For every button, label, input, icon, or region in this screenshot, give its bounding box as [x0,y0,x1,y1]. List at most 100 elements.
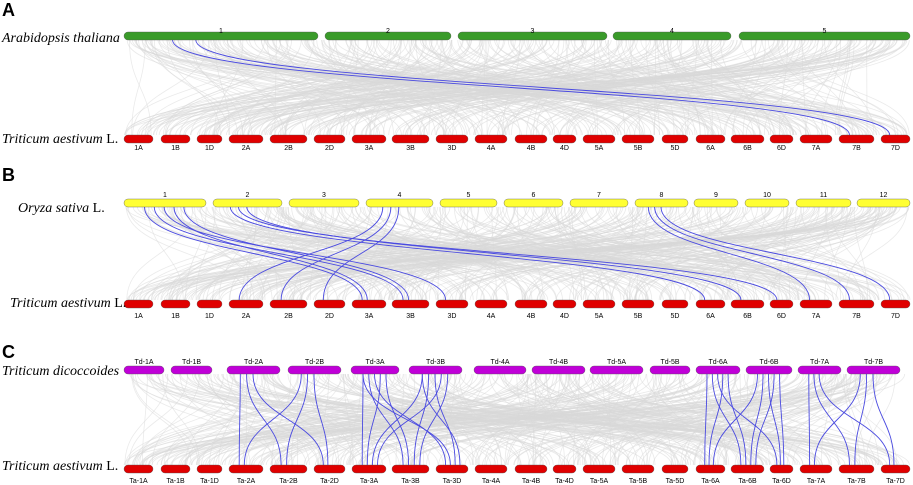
bottom-chromosome-label: 4B [527,313,536,320]
background-link [151,206,314,301]
background-link [438,373,636,466]
background-link [131,373,192,466]
background-link [169,39,463,136]
background-link [179,373,251,466]
bottom-chromosome-label: 5A [595,313,604,320]
background-link [208,373,598,466]
background-link [214,39,244,136]
bottom-chromosome-label: 2D [325,145,334,152]
bottom-chromosome-5D [661,134,689,144]
background-link [717,373,760,466]
background-link [652,373,672,466]
background-link [501,39,888,136]
syntenic-link [808,373,811,466]
background-link [139,373,224,466]
background-link [587,39,796,136]
background-link [189,373,637,466]
background-link [168,39,445,136]
syntenic-link [361,373,364,466]
background-link [132,373,199,466]
background-link [662,39,754,136]
top-chromosome-label: 8 [660,192,664,199]
panel-b: 1 2 3 4 5 6 7 8 9 10 11 12 1A 1B 1D 2A 2B 2D 3A 3B 3D 4A 4B 4D… [2,165,911,320]
syntenic-link [704,373,708,466]
background-link [681,373,864,466]
syntenic-link [368,373,404,466]
background-link [405,206,773,301]
top-chromosome-label: 2 [386,28,390,35]
background-link [267,206,366,301]
bottom-chromosome-2A [228,134,264,144]
background-link [223,206,464,301]
background-link [716,206,864,301]
background-link [273,39,476,136]
background-link [128,206,303,301]
background-link [824,39,875,136]
bottom-chromosome-label: 5D [671,145,680,152]
background-link [711,39,713,136]
syntenic-link [144,206,363,301]
background-link [148,206,184,301]
background-link [607,206,770,301]
syntenic-link [421,373,461,466]
background-link [528,206,843,301]
background-link [693,373,757,466]
top-chromosome-label: Td-3B [426,359,445,366]
background-link [293,206,335,301]
background-link [258,39,470,136]
bottom-chromosome-label: Ta-2D [320,478,339,485]
bottom-chromosome-6D [769,134,794,144]
highlight-links [172,39,891,136]
background-link [720,39,761,136]
bottom-chromosome-label: 5A [595,145,604,152]
bottom-chromosome-label: 2A [242,313,251,320]
bottom-chromosome-label: 3D [448,313,457,320]
background-link [646,373,747,466]
background-link [306,39,755,136]
bottom-chromosome-label: 1D [205,313,214,320]
syntenic-link [246,206,742,301]
background-link [596,373,782,466]
background-link [796,206,880,301]
bottom-chromosome-Ta-5D [661,464,689,474]
syntenic-link [153,206,404,301]
background-link [449,206,888,301]
background-link [482,373,777,466]
syntenic-link [813,373,850,466]
bottom-chromosomes: 1A 1B 1D 2A 2B 2D 3A 3B 3D 4A 4B 4D 5A 5B 5D 6A 6B 6D 7A 7B… [123,134,911,152]
background-link [438,206,609,301]
bottom-chromosome-4B [514,134,548,144]
background-link [742,206,880,301]
bottom-chromosome-3D [435,134,469,144]
background-link [175,206,733,301]
background-link [375,39,554,136]
bottom-chromosome-label: 3B [406,145,415,152]
top-chromosome-12 [856,198,911,208]
background-link [431,39,784,136]
top-chromosome-Td-1A [123,365,165,375]
background-link [783,206,791,301]
background-link [195,373,406,466]
background-link [145,373,500,466]
top-chromosome-Td-6A [695,365,741,375]
bottom-chromosome-Ta-4A [474,464,508,474]
bottom-chromosome-label: Ta-6A [701,478,720,485]
background-link [761,206,892,301]
bottom-chromosome-label: Ta-4D [555,478,574,485]
top-chromosome-1 [123,198,207,208]
syntenic-link [238,206,778,301]
background-link [198,206,581,301]
bottom-chromosome-6D [769,299,794,309]
background-link [531,373,804,466]
background-link [125,373,321,466]
background-link [227,39,284,136]
background-link [346,39,425,136]
background-link [571,206,583,301]
top-chromosome-label: 6 [532,192,536,199]
bottom-chromosome-label: 2D [325,313,334,320]
background-link [303,373,414,466]
bottom-chromosome-label: 1B [171,313,180,320]
background-link [843,373,860,466]
syntenic-link [413,373,430,466]
syntenic-link [727,373,747,466]
